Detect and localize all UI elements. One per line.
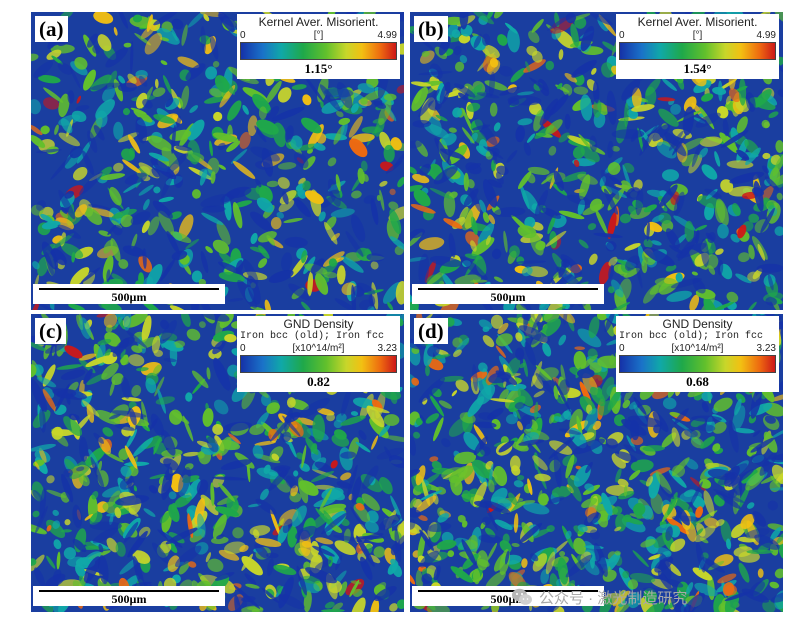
scale-bar: 500µm <box>33 586 225 606</box>
legend-unit: [x10^14/m²] <box>671 343 724 354</box>
legend-range: 0 [x10^14/m²] 3.23 <box>237 342 400 355</box>
legend-min: 0 <box>619 30 625 41</box>
panel-label: (d) <box>414 318 448 344</box>
legend-range: 0 [°] 4.99 <box>237 29 400 42</box>
legend-unit: [°] <box>313 30 324 41</box>
legend-range: 0 [x10^14/m²] 3.23 <box>616 342 779 355</box>
panel-b: (b) Kernel Aver. Misorient. 0 [°] 4.99 1… <box>410 12 783 310</box>
scale-bar: 500µm <box>412 284 604 304</box>
legend-title: GND Density <box>662 317 733 331</box>
panel-label: (c) <box>35 318 67 344</box>
legend-title: GND Density <box>283 317 354 331</box>
panel-c: (c) GND Density Iron bcc (old); Iron fcc… <box>31 314 404 612</box>
panel-label: (a) <box>35 16 68 42</box>
legend-unit: [x10^14/m²] <box>292 343 345 354</box>
color-legend: GND Density Iron bcc (old); Iron fcc 0 [… <box>616 316 779 392</box>
legend-colorbar <box>619 355 776 373</box>
legend-range: 0 [°] 4.99 <box>616 29 779 42</box>
color-legend: GND Density Iron bcc (old); Iron fcc 0 [… <box>237 316 400 392</box>
watermark-text: 公众号 · 激光制造研究 <box>539 589 688 607</box>
scale-bar-label: 500µm <box>490 290 526 304</box>
legend-average: 1.54° <box>683 61 712 76</box>
legend-max: 3.23 <box>756 343 776 354</box>
scale-bar: 500µm <box>33 284 225 304</box>
legend-phase: Iron bcc (old); Iron fcc <box>619 331 764 342</box>
legend-colorbar <box>240 355 397 373</box>
legend-phase: Iron bcc (old); Iron fcc <box>240 331 385 342</box>
scale-bar-label: 500µm <box>111 290 147 304</box>
wechat-icon <box>512 588 532 605</box>
watermark: 公众号 · 激光制造研究 <box>510 584 687 610</box>
scale-bar-line <box>39 590 219 592</box>
legend-max: 4.99 <box>377 30 397 41</box>
panel-label: (b) <box>414 16 448 42</box>
legend-title: Kernel Aver. Misorient. <box>637 15 758 29</box>
legend-title: Kernel Aver. Misorient. <box>258 15 379 29</box>
scale-bar-line <box>39 288 219 290</box>
legend-unit: [°] <box>692 30 703 41</box>
legend-average: 1.15° <box>304 61 333 76</box>
legend-max: 3.23 <box>377 343 397 354</box>
legend-max: 4.99 <box>756 30 776 41</box>
legend-min: 0 <box>240 343 246 354</box>
legend-min: 0 <box>240 30 246 41</box>
legend-average: 0.82 <box>307 374 330 389</box>
legend-colorbar <box>240 42 397 60</box>
legend-min: 0 <box>619 343 625 354</box>
color-legend: Kernel Aver. Misorient. 0 [°] 4.99 1.54° <box>616 14 779 79</box>
scale-bar-line <box>418 590 598 592</box>
panel-a: (a) Kernel Aver. Misorient. 0 [°] 4.99 1… <box>31 12 404 310</box>
legend-colorbar <box>619 42 776 60</box>
scale-bar-label: 500µm <box>111 592 147 606</box>
legend-average: 0.68 <box>686 374 709 389</box>
panel-d: (d) GND Density Iron bcc (old); Iron fcc… <box>410 314 783 612</box>
scale-bar-line <box>418 288 598 290</box>
color-legend: Kernel Aver. Misorient. 0 [°] 4.99 1.15° <box>237 14 400 79</box>
